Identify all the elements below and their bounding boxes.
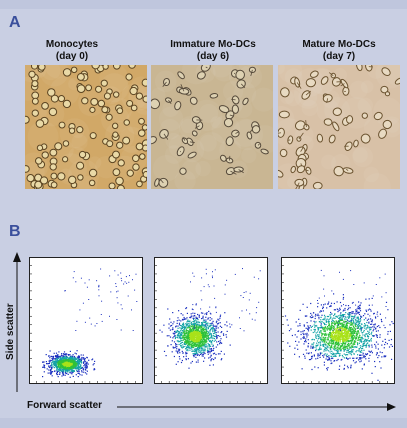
micrograph-immature: [151, 65, 273, 189]
micrograph-title-1: Monocytes (day 0): [12, 39, 132, 63]
panel-a-label: A: [9, 14, 21, 31]
y-axis-label: Side scatter: [5, 303, 16, 360]
x-arrow-icon: [387, 403, 396, 411]
bottom-band: [0, 418, 407, 428]
flow-plot-immature-image: [154, 257, 268, 384]
micrograph-immature-image: [151, 65, 273, 189]
micrograph-subtitle-line-1: (day 0): [55, 51, 89, 62]
micrograph-monocytes-image: [25, 65, 147, 189]
micrograph-mature-image: [278, 65, 400, 189]
micrograph-mature: [278, 65, 400, 189]
flow-plot-monocytes-image: [29, 257, 143, 384]
flow-plot-immature: [154, 257, 268, 384]
micrograph-subtitle-line-3: (day 7): [322, 51, 356, 62]
y-arrow-icon: [13, 252, 21, 262]
x-axis-label: Forward scatter: [27, 400, 103, 411]
micrograph-title-line-1: Monocytes: [45, 39, 99, 50]
micrograph-monocytes: [25, 65, 147, 189]
micrograph-title-line-3: Mature Mo-DCs: [302, 39, 376, 50]
flow-plot-mature-image: [281, 257, 395, 384]
micrograph-title-3: Mature Mo-DCs (day 7): [279, 39, 399, 63]
micrograph-title-2: Immature Mo-DCs (day 6): [153, 39, 273, 63]
top-band: [0, 0, 407, 9]
flow-plot-monocytes: [29, 257, 143, 384]
flow-plot-mature: [281, 257, 395, 384]
micrograph-title-line-2: Immature Mo-DCs: [170, 39, 256, 50]
panel-b-label: B: [9, 223, 21, 240]
micrograph-subtitle-line-2: (day 6): [196, 51, 230, 62]
